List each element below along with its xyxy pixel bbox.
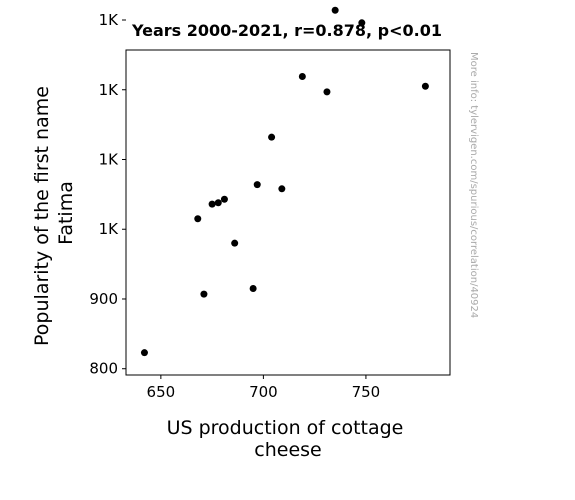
y-tick-label: 800 [89, 360, 118, 378]
y-axis-label: Popularity of the first name Fatima [31, 80, 77, 346]
y-tick-label: 1K [99, 150, 120, 168]
chart-title: Years 2000-2021, r=0.878, p<0.01 [131, 21, 442, 40]
data-point [421, 82, 429, 90]
data-point [220, 195, 228, 203]
y-tick-label: 1K [99, 81, 120, 99]
y-axis: 8009001K1K1K1K1K2K [89, 11, 126, 378]
x-axis-label: US production of cottage cheese [167, 417, 410, 461]
data-point [249, 285, 257, 293]
x-axis-label-line-1: US production of cottage [167, 417, 404, 439]
data-point [253, 181, 261, 189]
data-point [323, 88, 331, 96]
y-axis-label-line-2: Fatima [55, 181, 77, 245]
data-point [214, 199, 222, 207]
y-axis-label-line-1: Popularity of the first name [31, 86, 53, 346]
data-point [298, 73, 306, 81]
data-point [358, 19, 366, 27]
plot-frame [125, 49, 451, 376]
x-tick-label: 700 [249, 383, 278, 401]
x-tick-label: 750 [352, 383, 381, 401]
data-point [140, 349, 148, 357]
data-point [268, 133, 276, 141]
data-points [140, 6, 429, 357]
watermark: More info: tylervigen.com/spurious/corre… [468, 52, 479, 318]
y-tick-label: 1K [99, 220, 120, 238]
data-point [278, 185, 286, 193]
x-tick-label: 650 [147, 383, 176, 401]
data-point [194, 215, 202, 223]
data-point [208, 200, 216, 208]
y-tick-label: 900 [89, 290, 118, 308]
x-axis-label-line-2: cheese [254, 439, 321, 461]
data-point [200, 290, 208, 298]
data-point [231, 239, 239, 247]
data-point [331, 6, 339, 14]
y-tick-label: 1K [99, 11, 120, 29]
x-axis: 650 700 750 [147, 375, 381, 401]
